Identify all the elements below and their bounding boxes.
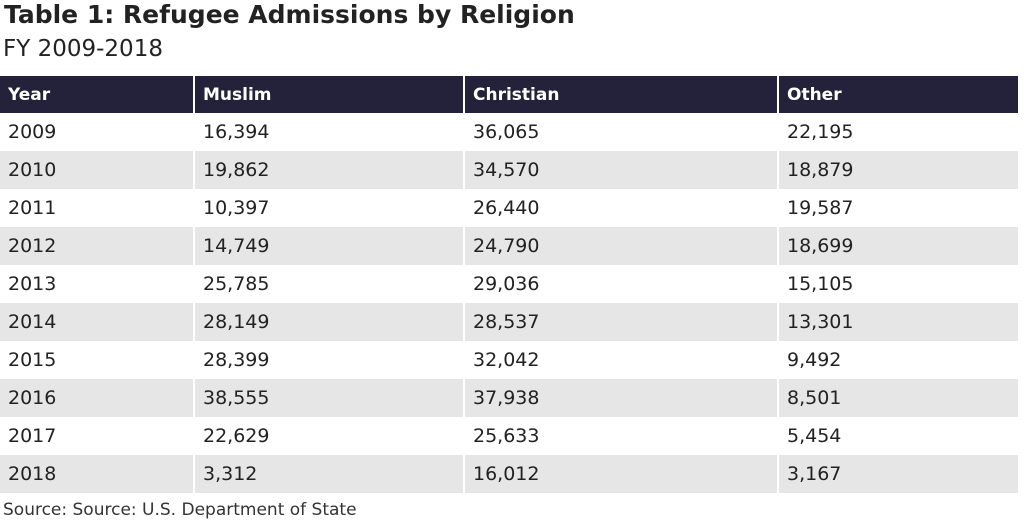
table-cell: 18,699	[777, 227, 1018, 265]
table-cell: 3,312	[193, 455, 464, 493]
table-cell: 36,065	[463, 113, 778, 151]
table-cell: 2016	[0, 379, 194, 417]
table-cell: 8,501	[777, 379, 1018, 417]
table-cell: 32,042	[463, 341, 778, 379]
table-row: 2010 19,862 34,570 18,879	[0, 151, 1018, 189]
column-header: Muslim	[193, 76, 464, 113]
table-body: 2009 16,394 36,065 22,195 2010 19,862 34,570 18…	[0, 113, 1018, 493]
source-note: Source: Source: U.S. Department of State	[3, 500, 357, 520]
table-cell: 25,633	[463, 417, 778, 455]
table-cell: 2014	[0, 303, 194, 341]
table-cell: 14,749	[193, 227, 464, 265]
table-cell: 2012	[0, 227, 194, 265]
table-cell: 34,570	[463, 151, 778, 189]
data-table: Year Muslim Christian Other 2009 16,394 36,06…	[0, 76, 1018, 493]
table-cell: 19,862	[193, 151, 464, 189]
table-cell: 2009	[8, 121, 57, 143]
table-cell: 28,399	[193, 341, 464, 379]
table-row: 2018 3,312 16,012 3,167	[0, 455, 1018, 493]
table-cell: 13,301	[777, 303, 1018, 341]
table-row: 2015 28,399 32,042 9,492	[0, 341, 1018, 379]
table-row: 2013 25,785 29,036 15,105	[0, 265, 1018, 303]
table-row: 2017 22,629 25,633 5,454	[0, 417, 1018, 455]
table-cell: 19,587	[777, 189, 1018, 227]
table-cell: 2011	[8, 197, 57, 219]
title: Table 1: Refugee Admissions by Religion	[4, 0, 575, 29]
table-cell: 2010	[0, 151, 194, 189]
table-cell: 25,785	[193, 265, 464, 303]
table-cell: 3,167	[777, 455, 1018, 493]
table-cell: 2015	[8, 349, 57, 371]
table-cell: 24,790	[463, 227, 778, 265]
table-cell: 2018	[0, 455, 194, 493]
table-cell: 28,149	[193, 303, 464, 341]
table-cell: 22,629	[193, 417, 464, 455]
header-row: Year Muslim Christian Other	[0, 76, 1018, 113]
table-cell: 26,440	[463, 189, 778, 227]
table-cell: 10,397	[193, 189, 464, 227]
table-cell: 5,454	[777, 417, 1018, 455]
table-row: 2009 16,394 36,065 22,195	[0, 113, 1018, 151]
column-header: Christian	[463, 76, 778, 113]
subtitle: FY 2009-2018	[3, 36, 163, 62]
table-cell: 15,105	[777, 265, 1018, 303]
table-cell: 28,537	[463, 303, 778, 341]
table-cell: 29,036	[463, 265, 778, 303]
table-row: 2011 10,397 26,440 19,587	[0, 189, 1018, 227]
table-row: 2014 28,149 28,537 13,301	[0, 303, 1018, 341]
column-header: Year	[0, 76, 194, 113]
table-row: 2012 14,749 24,790 18,699	[0, 227, 1018, 265]
table-cell: 22,195	[777, 113, 1018, 151]
table-cell: 2017	[8, 425, 57, 447]
table-cell: 16,394	[193, 113, 464, 151]
table-cell: 18,879	[777, 151, 1018, 189]
table-row: 2016 38,555 37,938 8,501	[0, 379, 1018, 417]
column-header: Other	[777, 76, 1018, 113]
table-cell: 38,555	[193, 379, 464, 417]
table-cell: 9,492	[777, 341, 1018, 379]
table-cell: 2013	[8, 273, 57, 295]
table-cell: 16,012	[463, 455, 778, 493]
table-cell: 37,938	[463, 379, 778, 417]
